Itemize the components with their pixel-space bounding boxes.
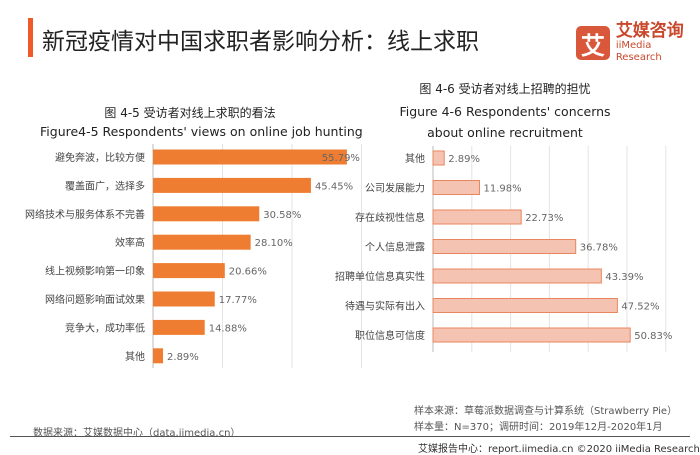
chart1-category-label: 竞争大，成功率低 (65, 321, 145, 334)
copyright: 艾媒报告中心：report.iimedia.cn ©2020 iiMedia R… (418, 444, 700, 455)
chart1-data-label: 20.66% (229, 267, 267, 278)
chart1-data-label: 45.45% (315, 181, 353, 192)
chart2-bar (432, 180, 480, 195)
chart1-data-label: 30.58% (263, 210, 301, 221)
chart2-bar (432, 327, 631, 343)
chart1-title: 图 4-5 受访者对线上求职的看法 (104, 106, 276, 120)
chart2-category-label: 其他 (405, 152, 425, 165)
chart2-bar (432, 298, 618, 313)
chart2-category-label: 招聘单位信息真实性 (335, 270, 425, 283)
chart2-data-label: 22.73% (525, 213, 563, 224)
chart2-subtitle: Figure 4-6 Respondents' concerns about o… (399, 104, 611, 140)
page-title: 新冠疫情对中国求职者影响分析：线上求职 (42, 29, 479, 55)
logo-en: iiMedia Research (615, 40, 662, 63)
chart2-data-label: 43.39% (605, 272, 643, 283)
chart2-category-label: 存在歧视性信息 (355, 211, 425, 224)
chart1-data-label: 55.79% (322, 153, 360, 164)
chart2-data-label: 50.83% (634, 331, 672, 342)
chart1-category-label: 网络技术与服务体系不完善 (25, 208, 145, 221)
chart1-subtitle: Figure4-5 Respondents' views on online j… (40, 124, 363, 139)
chart1-category-label: 其他 (125, 350, 145, 363)
chart1-data-label: 17.77% (219, 295, 257, 306)
chart2-bar (432, 150, 445, 166)
chart1-data-label: 28.10% (255, 238, 293, 249)
logo-cn: 艾媒咨询 (615, 21, 684, 41)
title-accent-bar (28, 18, 33, 57)
chart1-category-label: 网络问题影响面试效果 (45, 293, 145, 306)
chart2-data-label: 11.98% (483, 184, 521, 195)
chart1-bar (153, 348, 164, 364)
chart2-bar (432, 268, 602, 284)
sample-size: 样本量：N=370；调研时间：2019年12月-2020年1月 (414, 422, 663, 433)
chart1-bar (153, 234, 251, 250)
chart1-bar (153, 149, 347, 165)
chart1-bar (153, 319, 205, 335)
chart1-category-label: 效率高 (115, 236, 145, 249)
chart2-data-label: 36.78% (580, 243, 618, 254)
chart1-category-label: 线上视频影响第一印象 (45, 265, 145, 278)
data-source: 数据来源：艾媒数据中心（data.iimedia.cn） (33, 428, 241, 439)
chart2-category-label: 个人信息泄露 (365, 241, 425, 254)
chart1-category-label: 避免奔波，比较方便 (55, 151, 145, 164)
chart1-bar (153, 206, 260, 222)
chart2-category-label: 待遇与实际有出入 (345, 300, 425, 313)
chart2-data-label: 2.89% (448, 154, 480, 165)
chart2-title: 图 4-6 受访者对线上招聘的担忧 (419, 82, 591, 96)
footer-divider (10, 436, 690, 437)
chart2-bar (432, 239, 577, 254)
logo-mark: 艾 (576, 26, 610, 60)
chart2-bar (432, 209, 522, 225)
chart1-bar (153, 291, 215, 307)
chart1-data-label: 2.89% (167, 352, 199, 363)
chart1-bar (153, 177, 311, 193)
chart1-category-label: 覆盖面广，选择多 (65, 179, 145, 192)
chart1-bar (153, 263, 225, 279)
chart1-data-label: 14.88% (209, 323, 247, 334)
sample-source: 样本来源：草莓派数据调查与计算系统（Strawberry Pie） (414, 406, 678, 417)
chart2-category-label: 职位信息可信度 (355, 329, 425, 342)
chart2-data-label: 47.52% (621, 302, 659, 313)
iimedia-logo: 艾 艾媒咨询 iiMedia Research (576, 22, 700, 64)
chart2-category-label: 公司发展能力 (365, 182, 425, 195)
